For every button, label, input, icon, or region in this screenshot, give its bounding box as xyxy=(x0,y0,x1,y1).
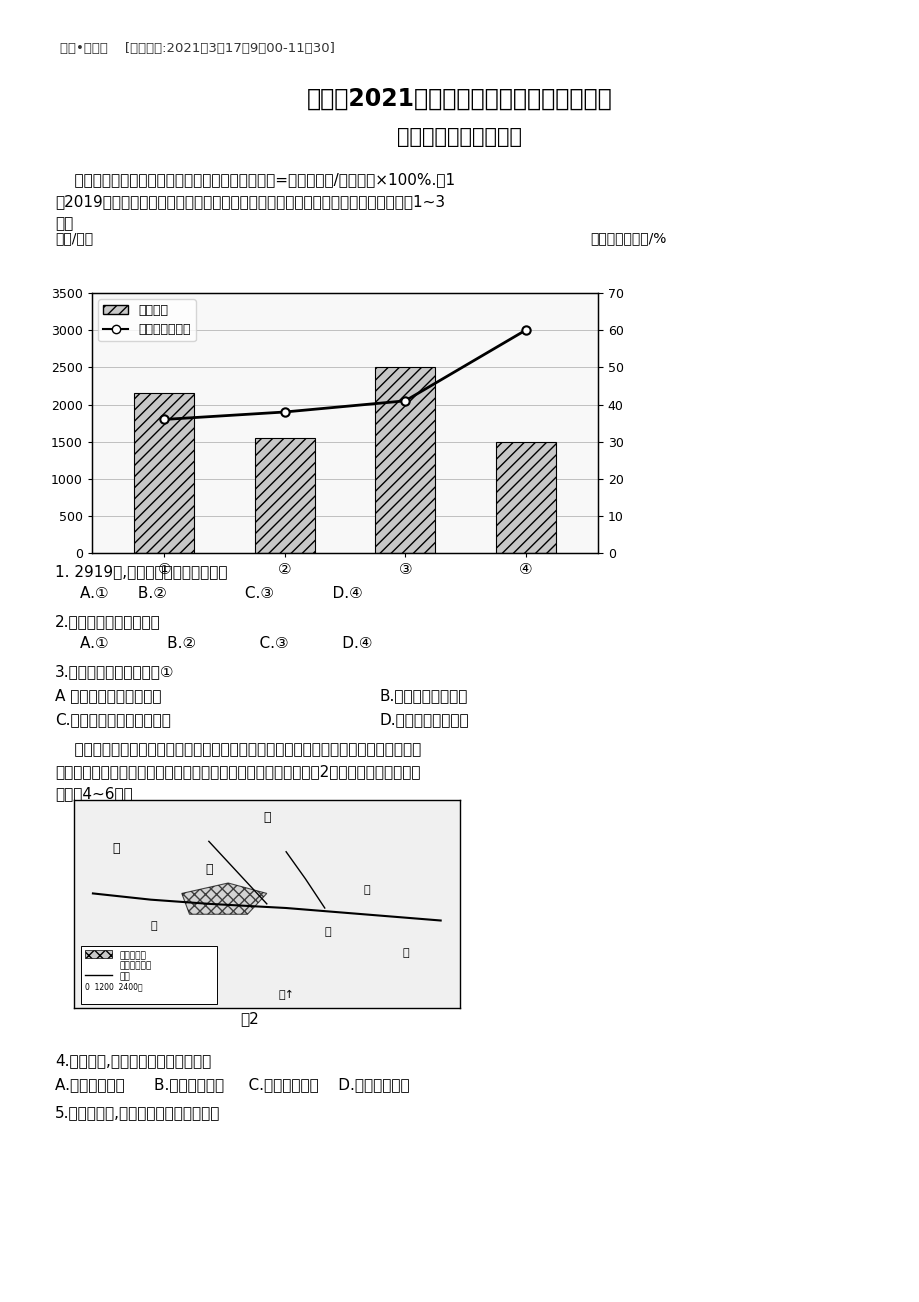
Text: D.就业压力得到缓解: D.就业压力得到缓解 xyxy=(380,712,469,727)
Text: B.老龄人口比重下降: B.老龄人口比重下降 xyxy=(380,687,468,703)
Text: 赊店镇位于河南省西南部。该镇始于汉、明、清时期中原、江南效省货物在此集散，商: 赊店镇位于河南省西南部。该镇始于汉、明、清时期中原、江南效省货物在此集散，商 xyxy=(55,742,421,756)
Legend: 常住人口, 净流入人口占比: 常住人口, 净流入人口占比 xyxy=(98,299,196,341)
Text: 为2019年北京、上海、广州和深圳四城市常住人口和净流入人口占比统计。据此完成1~3: 为2019年北京、上海、广州和深圳四城市常住人口和净流入人口占比统计。据此完成1… xyxy=(55,194,445,210)
Text: 河: 河 xyxy=(363,885,369,896)
Text: 3.人口大量净流入使城市①: 3.人口大量净流入使城市① xyxy=(55,664,175,680)
Text: 净流入人口反映了城市的吸引力，净流入人口占比=净流入人口/常住人口×100%.图1: 净流入人口反映了城市的吸引力，净流入人口占比=净流入人口/常住人口×100%.图… xyxy=(55,172,455,187)
Bar xyxy=(375,367,435,553)
Text: 图2: 图2 xyxy=(241,1010,259,1026)
Text: 清成丰时期: 清成丰时期 xyxy=(119,950,147,960)
Text: 河: 河 xyxy=(151,921,157,931)
Text: 秘密•启用前    [考试时间:2021年3月17日9：00-11：30]: 秘密•启用前 [考试时间:2021年3月17日9：00-11：30] xyxy=(60,42,335,55)
Text: 河流: 河流 xyxy=(119,971,130,980)
Text: 此完成4~6题。: 此完成4~6题。 xyxy=(55,786,132,801)
Polygon shape xyxy=(85,949,112,958)
Text: 越: 越 xyxy=(112,842,119,854)
Polygon shape xyxy=(182,883,267,914)
Text: 4.明清时期,赊店镇兴起的主要原因是: 4.明清时期,赊店镇兴起的主要原因是 xyxy=(55,1053,211,1068)
Text: 甲: 甲 xyxy=(205,863,212,875)
Text: 1. 2919年,净流入人口最多的城市是: 1. 2919年,净流入人口最多的城市是 xyxy=(55,564,227,579)
Text: 题。: 题。 xyxy=(55,216,74,230)
Text: A.水陆转运便利      B.农业物产丰富     C.人口流动频繁    D.行政中心所在: A.水陆转运便利 B.农业物产丰富 C.人口流动频繁 D.行政中心所在 xyxy=(55,1077,409,1092)
Text: C.适宜发展劳动密集型工业: C.适宜发展劳动密集型工业 xyxy=(55,712,171,727)
Text: 文科综合能力测试地理: 文科综合能力测试地理 xyxy=(397,128,522,147)
Text: 业鼎盛。后因运输枢纽转移，繁荣数百年的商业巨镇逐渐衰落。图2示意赊店古镇位置。据: 业鼎盛。后因运输枢纽转移，繁荣数百年的商业巨镇逐渐衰落。图2示意赊店古镇位置。据 xyxy=(55,764,420,779)
Bar xyxy=(495,441,555,553)
Bar xyxy=(134,393,194,553)
Text: 河: 河 xyxy=(402,948,408,958)
Bar xyxy=(81,945,216,1004)
Text: 赊店镇范围图: 赊店镇范围图 xyxy=(119,961,152,970)
Text: A 环境人口容量明显下降: A 环境人口容量明显下降 xyxy=(55,687,162,703)
Text: 2.图中数码代表深圳的是: 2.图中数码代表深圳的是 xyxy=(55,615,161,629)
Text: 净流入人口占比/%: 净流入人口占比/% xyxy=(589,230,665,245)
Text: 北↑: 北↑ xyxy=(278,990,294,1000)
Text: 图1: 图1 xyxy=(290,538,309,553)
Bar xyxy=(255,437,314,553)
Text: 越: 越 xyxy=(263,811,270,823)
Text: 5.游成丰时期,该镇商镇集中布局在图中: 5.游成丰时期,该镇商镇集中布局在图中 xyxy=(55,1105,221,1120)
Text: 人口/万人: 人口/万人 xyxy=(55,230,93,245)
Text: 0  1200  2400米: 0 1200 2400米 xyxy=(85,982,142,991)
Text: 河: 河 xyxy=(324,927,331,937)
Text: 南宁市2021届高中毕业班第一次适应性测试: 南宁市2021届高中毕业班第一次适应性测试 xyxy=(307,87,612,111)
Text: A.①      B.②                C.③            D.④: A.① B.② C.③ D.④ xyxy=(80,586,362,602)
Text: A.①            B.②             C.③           D.④: A.① B.② C.③ D.④ xyxy=(80,635,372,651)
